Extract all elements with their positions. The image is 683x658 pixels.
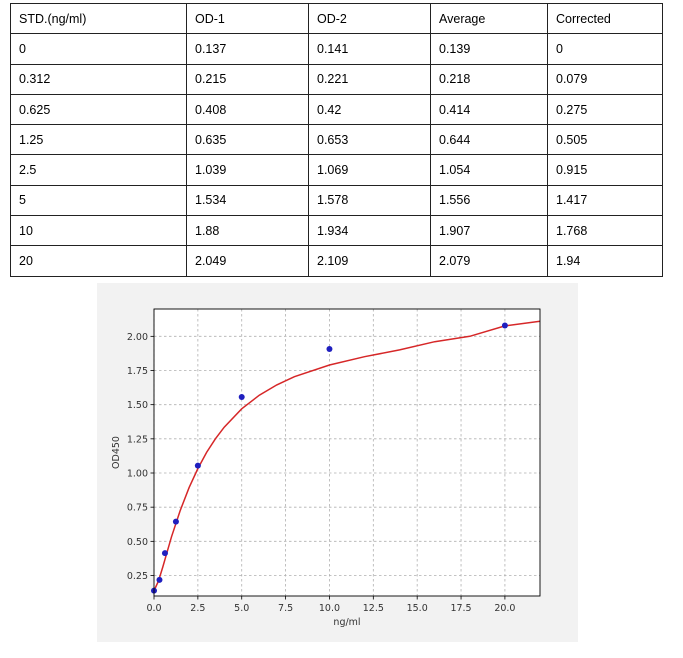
table-cell: 0.218 [430, 63, 548, 95]
table-header-row: STD.(ng/ml) OD-1 OD-2 Average Corrected [10, 2, 663, 35]
data-point [156, 576, 163, 583]
table-row: 0.625 0.408 0.42 0.414 0.275 [10, 93, 663, 126]
x-tick-label: 15.0 [407, 603, 428, 614]
data-point [161, 550, 168, 557]
standard-curve-table: STD.(ng/ml) OD-1 OD-2 Average Corrected 0 0.13… [10, 2, 663, 277]
table-cell: 0.079 [547, 63, 663, 95]
table-header-cell: STD.(ng/ml) [10, 2, 187, 35]
table-cell: 0.625 [10, 93, 187, 126]
table-row: 1.25 0.635 0.653 0.644 0.505 [10, 124, 663, 156]
table-row: 5 1.534 1.578 1.556 1.417 [10, 184, 663, 217]
table-cell: 0 [10, 33, 187, 65]
table-cell: 0.414 [430, 93, 548, 126]
y-tick-label: 0.25 [127, 571, 148, 582]
table-row: 0.312 0.215 0.221 0.218 0.079 [10, 63, 663, 95]
table-cell: 0.139 [430, 33, 548, 65]
x-tick-label: 10.0 [319, 603, 340, 614]
x-tick-label: 0.0 [146, 603, 161, 614]
table-cell: 20 [10, 245, 187, 277]
table-cell: 1.039 [186, 154, 309, 186]
table-row: 20 2.049 2.109 2.079 1.94 [10, 245, 663, 277]
table-cell: 1.417 [547, 184, 663, 217]
table-cell: 1.94 [547, 245, 663, 277]
x-tick-label: 5.0 [234, 603, 249, 614]
table-cell: 1.534 [186, 184, 309, 217]
table-header-cell: Corrected [547, 2, 663, 35]
x-tick-label: 7.5 [278, 603, 293, 614]
table-cell: 2.049 [186, 245, 309, 277]
table-cell: 1.556 [430, 184, 548, 217]
table-cell: 0.635 [186, 124, 309, 156]
y-tick-label: 0.50 [127, 537, 148, 548]
table-header-cell: OD-2 [308, 2, 431, 35]
x-tick-label: 2.5 [190, 603, 205, 614]
table-row: 2.5 1.039 1.069 1.054 0.915 [10, 154, 663, 186]
table-cell: 2.079 [430, 245, 548, 277]
plot-area [154, 309, 540, 596]
x-tick-label: 12.5 [363, 603, 384, 614]
data-point [172, 518, 179, 525]
table-cell: 0.505 [547, 124, 663, 156]
table-cell: 0.215 [186, 63, 309, 95]
table-cell: 10 [10, 215, 187, 247]
table-cell: 1.578 [308, 184, 431, 217]
data-point [238, 394, 245, 401]
data-point [501, 322, 508, 329]
table-cell: 0.221 [308, 63, 431, 95]
data-point [326, 346, 333, 353]
x-tick-label: 20.0 [494, 603, 515, 614]
table-header-cell: OD-1 [186, 2, 309, 35]
table-cell: 1.25 [10, 124, 187, 156]
table-cell: 2.5 [10, 154, 187, 186]
x-axis-label: ng/ml [333, 617, 360, 628]
y-tick-label: 0.75 [127, 503, 148, 514]
fit-curve [153, 320, 541, 592]
table-cell: 0.141 [308, 33, 431, 65]
y-tick-label: 1.25 [127, 434, 148, 445]
y-tick-label: 2.00 [127, 332, 148, 343]
table-cell: 0.275 [547, 93, 663, 126]
table-cell: 1.88 [186, 215, 309, 247]
standard-curve-chart: 0.0 2.5 5.0 7.5 10.0 12.5 15.0 17.5 20.0 0.25 0.50… [111, 308, 541, 628]
table-cell: 1.907 [430, 215, 548, 247]
data-point [194, 462, 201, 469]
table-cell: 0 [547, 33, 663, 65]
y-axis-label: OD450 [111, 436, 122, 469]
table-cell: 1.768 [547, 215, 663, 247]
table-header-cell: Average [430, 2, 548, 35]
table-cell: 0.408 [186, 93, 309, 126]
table-cell: 0.644 [430, 124, 548, 156]
table-row: 10 1.88 1.934 1.907 1.768 [10, 215, 663, 247]
table-row: 0 0.137 0.141 0.139 0 [10, 33, 663, 65]
table-cell: 5 [10, 184, 187, 217]
table-cell: 2.109 [308, 245, 431, 277]
table-cell: 0.137 [186, 33, 309, 65]
table-cell: 0.653 [308, 124, 431, 156]
chart-panel: 0.0 2.5 5.0 7.5 10.0 12.5 15.0 17.5 20.0 0.25 0.50… [97, 283, 578, 642]
y-tick-label: 1.50 [127, 400, 148, 411]
y-tick-label: 1.75 [127, 366, 148, 377]
plot-frame [153, 308, 541, 597]
table-cell: 1.054 [430, 154, 548, 186]
y-tick-label: 1.00 [127, 469, 148, 480]
table-cell: 0.312 [10, 63, 187, 95]
table-cell: 0.42 [308, 93, 431, 126]
table-cell: 1.069 [308, 154, 431, 186]
table-cell: 1.934 [308, 215, 431, 247]
x-tick-label: 17.5 [450, 603, 471, 614]
table-cell: 0.915 [547, 154, 663, 186]
